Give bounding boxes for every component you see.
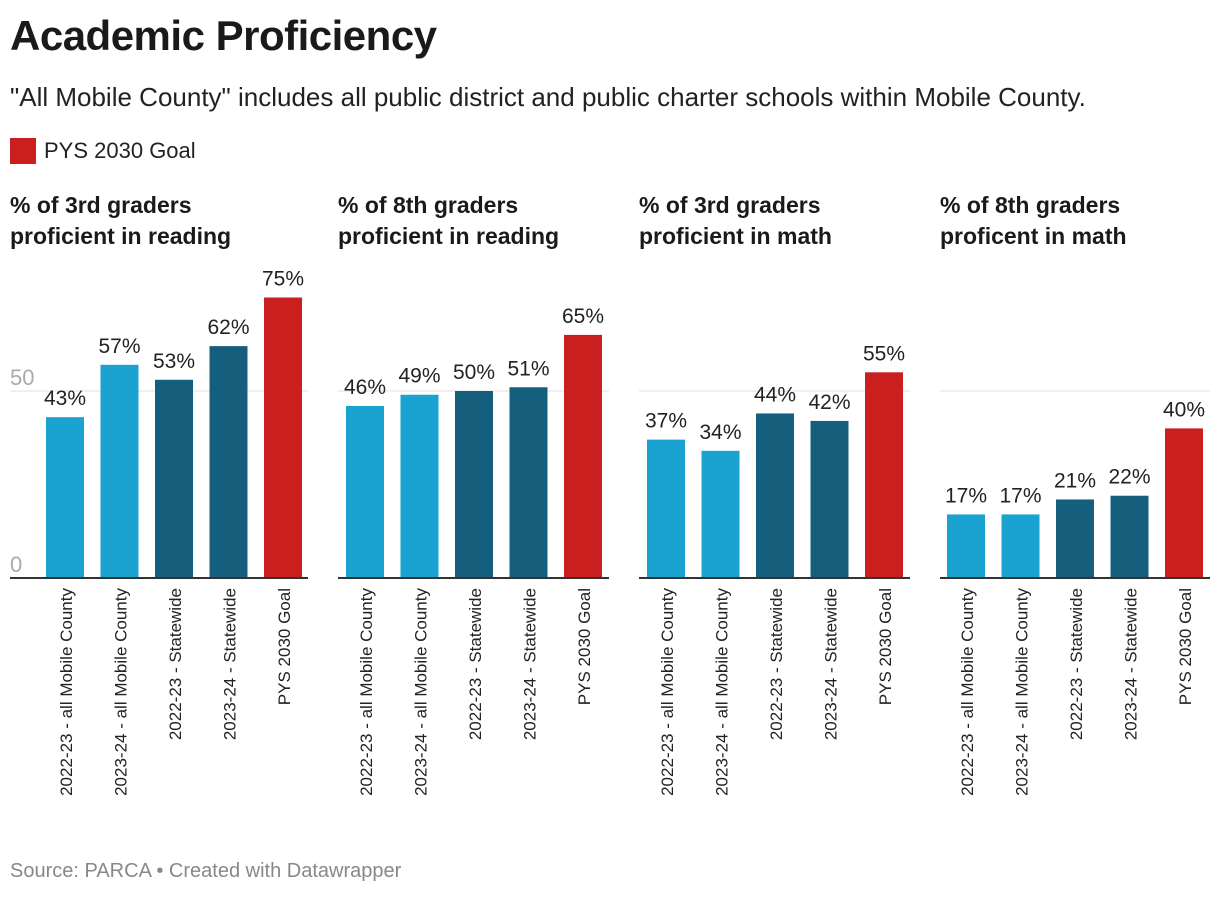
bar [46,417,84,578]
x-tick-label: PYS 2030 Goal [275,588,294,705]
bar [100,364,139,578]
data-label: 55% [863,342,905,365]
y-tick-label: 0 [10,552,22,577]
x-tick-label: PYS 2030 Goal [876,588,895,705]
data-label: 44% [754,383,796,406]
bar [701,450,740,578]
data-label: 42% [808,391,850,414]
x-tick-label: 2022-23 - all Mobile County [958,588,977,796]
x-tick-label: 2023-24 - Statewide [521,588,540,740]
y-tick-label: 50 [10,365,34,390]
x-tick-label: 2023-24 - Statewide [822,588,841,740]
x-tick-label: 2022-23 - all Mobile County [357,588,376,796]
data-label: 46% [344,376,386,399]
data-label: 53% [153,350,195,373]
bar [647,439,685,578]
legend-label: PYS 2030 Goal [44,138,196,163]
data-label: 21% [1054,469,1096,492]
data-label: 37% [645,410,687,433]
bar [400,394,439,578]
x-tick-label: 2023-24 - all Mobile County [713,588,732,796]
legend: PYS 2030 Goal [10,138,196,164]
x-tick-label: 2022-23 - all Mobile County [658,588,677,796]
x-tick-label: 2023-24 - Statewide [1122,588,1141,740]
data-label: 40% [1163,398,1205,421]
bar [455,391,493,578]
bar [947,514,985,578]
bar [509,387,548,578]
bar [155,379,193,578]
legend-swatch [10,138,36,164]
x-tick-label: 2023-24 - Statewide [221,588,240,740]
x-tick-label: 2023-24 - all Mobile County [1013,588,1032,796]
x-tick-label: 2022-23 - Statewide [466,588,485,740]
data-label: 51% [507,357,549,380]
x-tick-label: 2022-23 - Statewide [767,588,786,740]
bar [209,346,248,578]
data-label: 65% [562,305,604,328]
bar [346,405,384,578]
bar [264,297,302,578]
data-label: 62% [207,316,249,339]
x-tick-label: 2022-23 - all Mobile County [57,588,76,796]
bar [1056,499,1094,578]
data-label: 22% [1108,466,1150,489]
data-label: 17% [999,484,1041,507]
bar [865,372,903,578]
bar [810,420,849,578]
data-label: 50% [453,361,495,384]
x-tick-label: PYS 2030 Goal [575,588,594,705]
page-title: Academic Proficiency [10,12,437,59]
source-note: Source: PARCA • Created with Datawrapper [10,860,402,882]
bar [756,413,794,578]
x-tick-label: 2023-24 - all Mobile County [412,588,431,796]
page-subtitle: "All Mobile County" includes all public … [10,82,1086,112]
data-label: 75% [262,268,304,291]
bar [1110,495,1149,578]
data-label: 34% [699,421,741,444]
bar [1001,514,1040,578]
data-label: 43% [44,387,86,410]
x-tick-label: 2022-23 - Statewide [1067,588,1086,740]
data-label: 57% [98,335,140,358]
data-label: 17% [945,484,987,507]
bar [1165,428,1203,578]
x-tick-label: 2022-23 - Statewide [166,588,185,740]
bar [564,334,602,578]
x-tick-label: 2023-24 - all Mobile County [112,588,131,796]
x-tick-label: PYS 2030 Goal [1176,588,1195,705]
data-label: 49% [398,365,440,388]
